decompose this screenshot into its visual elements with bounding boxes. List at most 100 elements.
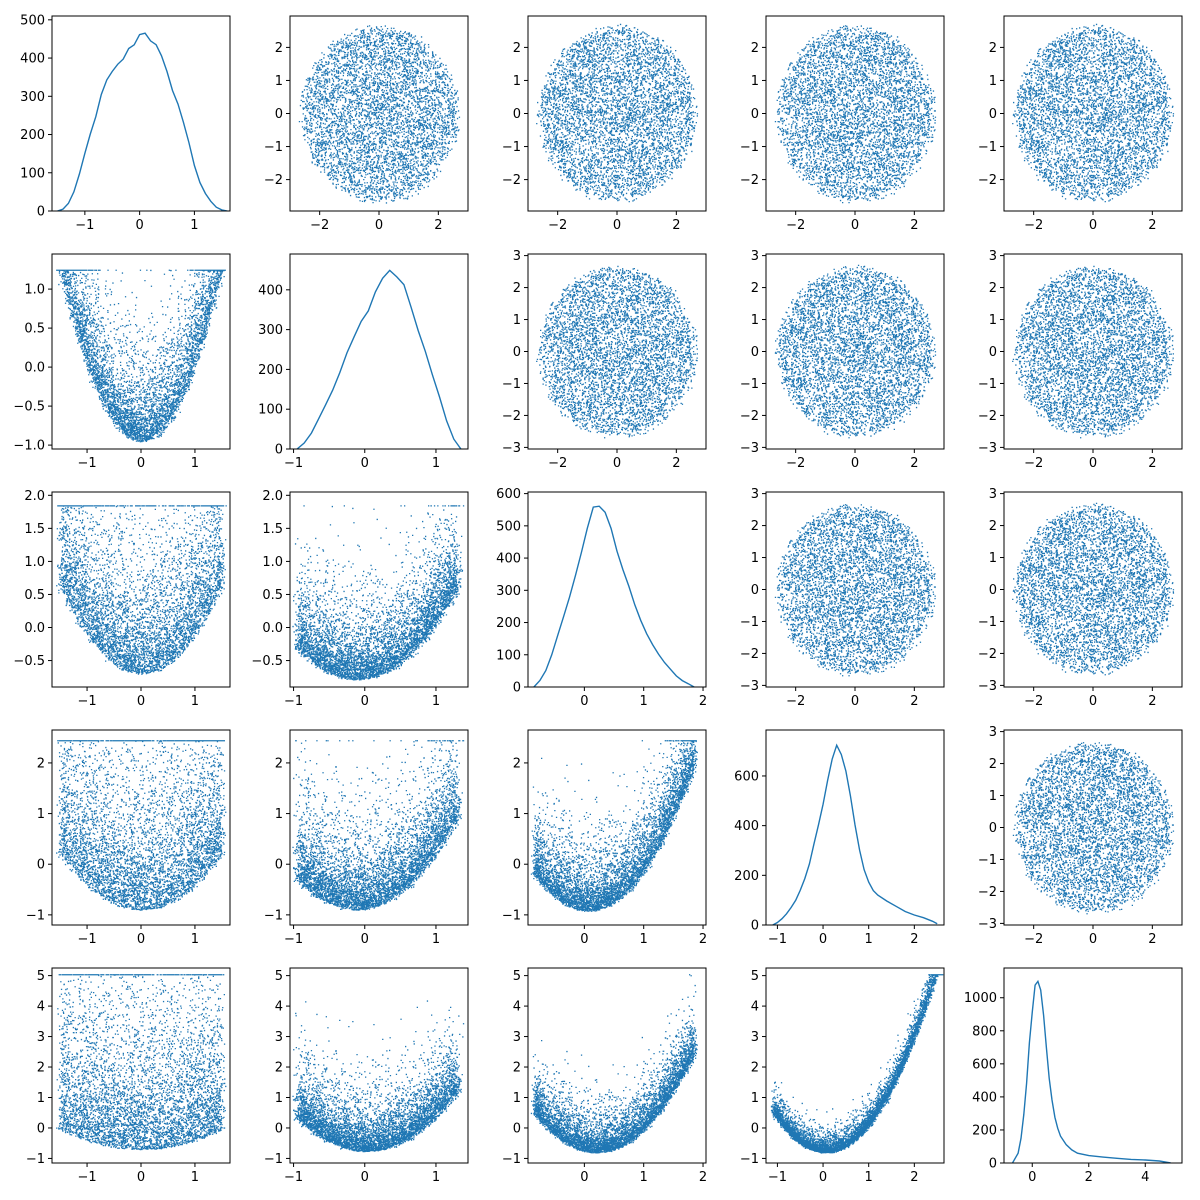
y-tick-label: 100 bbox=[258, 403, 283, 418]
y-tick-label: 0 bbox=[37, 858, 45, 873]
x-tick-label: 2 bbox=[672, 456, 680, 471]
subplot-r4-c0: −1 0 1 −1 0 1 2 3 4 5 bbox=[26, 967, 231, 1185]
y-tick-label: 1.0 bbox=[24, 555, 45, 570]
y-tick-label: 1 bbox=[751, 74, 759, 89]
scatter-points bbox=[56, 269, 226, 443]
y-tick-label: 2 bbox=[989, 41, 997, 56]
y-tick-label: −3 bbox=[978, 441, 997, 456]
y-tick-label: 0.0 bbox=[262, 621, 283, 636]
y-tick-label: −1 bbox=[502, 140, 521, 155]
y-tick-label: 2.0 bbox=[262, 489, 283, 504]
y-tick-label: −1 bbox=[264, 908, 283, 923]
y-tick-label: 200 bbox=[496, 616, 521, 631]
x-tick-label: 1 bbox=[640, 932, 648, 947]
y-tick-label: −1 bbox=[978, 853, 997, 868]
y-tick-label: 4 bbox=[513, 1000, 521, 1015]
scatter-points bbox=[770, 974, 944, 1154]
y-tick-label: 300 bbox=[496, 584, 521, 599]
y-tick-label: 0 bbox=[513, 1121, 521, 1136]
x-tick-label: 2 bbox=[699, 932, 707, 947]
x-tick-label: 1 bbox=[432, 694, 440, 709]
x-tick-label: 2 bbox=[910, 694, 918, 709]
subplot-r3-c1: −1 0 1 −1 0 1 2 bbox=[264, 729, 469, 947]
y-tick-label: 0 bbox=[275, 858, 283, 873]
plot-data bbox=[296, 269, 462, 449]
x-tick-label: −1 bbox=[284, 694, 303, 709]
scatter-points bbox=[1012, 742, 1175, 915]
y-tick-label: −1 bbox=[740, 377, 759, 392]
plot-data bbox=[1011, 979, 1171, 1163]
plot-data bbox=[774, 264, 937, 439]
x-tick-label: −1 bbox=[768, 1170, 787, 1185]
x-tick-label: −2 bbox=[1024, 456, 1043, 471]
y-tick-label: −0.5 bbox=[13, 654, 45, 669]
plot-data bbox=[774, 504, 936, 677]
scatter-points bbox=[774, 504, 936, 677]
x-tick-label: −1 bbox=[77, 1170, 96, 1185]
y-tick-label: 0 bbox=[989, 1157, 997, 1172]
x-tick-label: −2 bbox=[786, 218, 805, 233]
axes-frame bbox=[765, 729, 945, 926]
scatter-points bbox=[530, 740, 698, 912]
x-tick-label: 1 bbox=[432, 456, 440, 471]
y-tick-label: −1 bbox=[740, 1152, 759, 1167]
histogram-line bbox=[57, 32, 228, 211]
y-tick-label: −1 bbox=[264, 140, 283, 155]
subplot-r0-c1: −2 0 2 −2 −1 0 1 2 bbox=[264, 15, 469, 233]
x-tick-label: 2 bbox=[1085, 1170, 1093, 1185]
y-tick-label: 400 bbox=[734, 819, 759, 834]
y-tick-label: 0 bbox=[751, 583, 759, 598]
y-tick-label: 100 bbox=[496, 648, 521, 663]
plot-data bbox=[770, 974, 944, 1154]
x-tick-label: 2 bbox=[699, 1170, 707, 1185]
subplot-r3-c2: 0 1 2 −1 0 1 2 bbox=[502, 729, 707, 947]
subplot-r1-c3: −2 0 2 −3 −2 −1 0 1 2 3 bbox=[740, 249, 945, 471]
y-tick-label: −1 bbox=[978, 615, 997, 630]
subplot-r3-c3: −1 0 1 2 0 200 400 600 bbox=[734, 729, 945, 947]
y-tick-label: 0 bbox=[513, 858, 521, 873]
plot-data bbox=[533, 505, 695, 687]
x-tick-label: 0 bbox=[1028, 1170, 1036, 1185]
y-tick-label: 1.5 bbox=[262, 522, 283, 537]
histogram-line bbox=[533, 505, 695, 687]
y-tick-label: 1 bbox=[751, 551, 759, 566]
y-tick-label: 300 bbox=[20, 90, 45, 105]
y-tick-label: −2 bbox=[978, 409, 997, 424]
scatter-points bbox=[1012, 265, 1174, 439]
y-tick-label: 3 bbox=[37, 1030, 45, 1045]
y-tick-label: −2 bbox=[740, 409, 759, 424]
y-tick-label: 3 bbox=[513, 1030, 521, 1045]
x-tick-label: 0 bbox=[613, 456, 621, 471]
x-tick-label: −1 bbox=[768, 932, 787, 947]
y-tick-label: 2 bbox=[989, 519, 997, 534]
y-tick-label: 0 bbox=[275, 107, 283, 122]
y-tick-label: −2 bbox=[978, 885, 997, 900]
x-tick-label: 2 bbox=[910, 456, 918, 471]
y-tick-label: 2 bbox=[751, 519, 759, 534]
x-tick-label: 0 bbox=[137, 1170, 145, 1185]
y-tick-label: 3 bbox=[989, 249, 997, 264]
y-tick-label: 1 bbox=[37, 807, 45, 822]
x-tick-label: 1 bbox=[640, 1170, 648, 1185]
y-tick-label: 0 bbox=[751, 919, 759, 934]
scatter-points bbox=[536, 23, 699, 203]
y-tick-label: 0 bbox=[513, 107, 521, 122]
plot-data bbox=[56, 505, 227, 675]
subplot-r4-c3: −1 0 1 2 −1 0 1 2 3 4 5 bbox=[740, 967, 945, 1185]
x-tick-label: −2 bbox=[310, 218, 329, 233]
y-tick-label: 600 bbox=[972, 1057, 997, 1072]
y-tick-label: 3 bbox=[751, 1030, 759, 1045]
plot-data bbox=[1012, 742, 1175, 915]
y-tick-label: 200 bbox=[734, 869, 759, 884]
x-tick-label: 1 bbox=[191, 694, 199, 709]
y-tick-label: 0 bbox=[275, 1121, 283, 1136]
y-tick-label: 1 bbox=[751, 1091, 759, 1106]
plot-data bbox=[536, 265, 698, 439]
subplot-r1-c0: −1 0 1 −1.0 −0.5 0.0 0.5 1.0 bbox=[13, 253, 231, 471]
scatter-points bbox=[774, 264, 937, 439]
y-tick-label: −1 bbox=[26, 908, 45, 923]
plot-data bbox=[530, 740, 698, 912]
subplot-r1-c4: −2 0 2 −3 −2 −1 0 1 2 3 bbox=[978, 249, 1183, 471]
histogram-line bbox=[296, 269, 462, 449]
x-tick-label: 0 bbox=[580, 1170, 588, 1185]
